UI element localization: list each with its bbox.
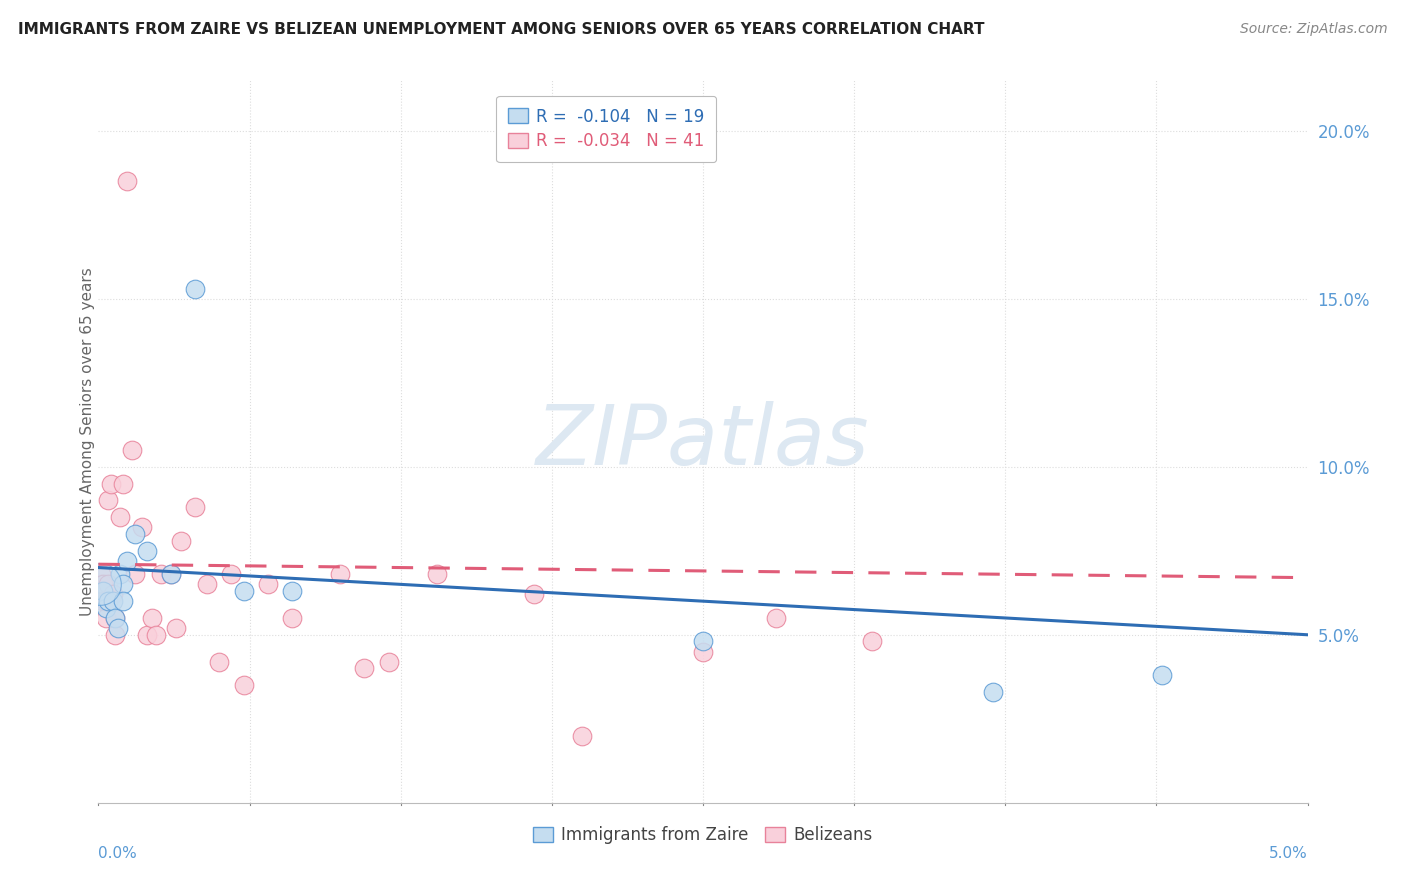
Point	[94, 611, 117, 625]
Point	[104, 628, 127, 642]
Point	[1152, 668, 1174, 682]
Point	[89, 577, 111, 591]
Point	[124, 567, 146, 582]
Point	[765, 611, 787, 625]
Text: IMMIGRANTS FROM ZAIRE VS BELIZEAN UNEMPLOYMENT AMONG SENIORS OVER 65 YEARS CORRE: IMMIGRANTS FROM ZAIRE VS BELIZEAN UNEMPL…	[18, 22, 984, 37]
Y-axis label: Unemployment Among Seniors over 65 years: Unemployment Among Seniors over 65 years	[80, 268, 94, 615]
Point	[184, 282, 207, 296]
Point	[165, 621, 187, 635]
Point	[571, 729, 593, 743]
Point	[104, 611, 127, 625]
Point	[97, 594, 120, 608]
Point	[90, 567, 112, 582]
Point	[94, 594, 117, 608]
Point	[117, 174, 139, 188]
Point	[104, 611, 127, 625]
Point	[256, 577, 278, 591]
Point	[160, 567, 183, 582]
Point	[107, 621, 129, 635]
Point	[169, 533, 191, 548]
Legend: R =  -0.104   N = 19, R =  -0.034   N = 41: R = -0.104 N = 19, R = -0.034 N = 41	[496, 95, 716, 161]
Point	[184, 500, 207, 514]
Text: Source: ZipAtlas.com: Source: ZipAtlas.com	[1240, 22, 1388, 37]
Point	[208, 655, 231, 669]
Point	[135, 628, 157, 642]
Point	[281, 611, 304, 625]
Point	[377, 655, 399, 669]
Point	[91, 594, 114, 608]
Point	[523, 587, 546, 601]
Point	[426, 567, 449, 582]
Point	[100, 476, 122, 491]
Point	[150, 567, 173, 582]
Point	[108, 510, 131, 524]
Point	[101, 587, 124, 601]
Text: 0.0%: 0.0%	[98, 847, 138, 861]
Point	[281, 584, 304, 599]
Point	[232, 678, 254, 692]
Point	[111, 594, 134, 608]
Text: 5.0%: 5.0%	[1268, 847, 1308, 861]
Point	[145, 628, 167, 642]
Point	[221, 567, 243, 582]
Point	[981, 685, 1004, 699]
Point	[108, 567, 131, 582]
Point	[97, 493, 120, 508]
Point	[124, 527, 146, 541]
Point	[141, 611, 163, 625]
Point	[117, 554, 139, 568]
Point	[94, 600, 117, 615]
Text: ZIPatlas: ZIPatlas	[536, 401, 870, 482]
Point	[353, 661, 375, 675]
Point	[860, 634, 883, 648]
Point	[91, 577, 114, 591]
Point	[121, 442, 143, 457]
Point	[111, 476, 134, 491]
Point	[135, 543, 157, 558]
Point	[101, 594, 124, 608]
Point	[232, 584, 254, 599]
Point	[111, 577, 134, 591]
Point	[91, 584, 114, 599]
Point	[692, 634, 714, 648]
Point	[195, 577, 218, 591]
Point	[329, 567, 352, 582]
Point	[160, 567, 183, 582]
Point	[97, 577, 120, 591]
Point	[131, 520, 153, 534]
Point	[89, 577, 111, 591]
Point	[692, 644, 714, 658]
